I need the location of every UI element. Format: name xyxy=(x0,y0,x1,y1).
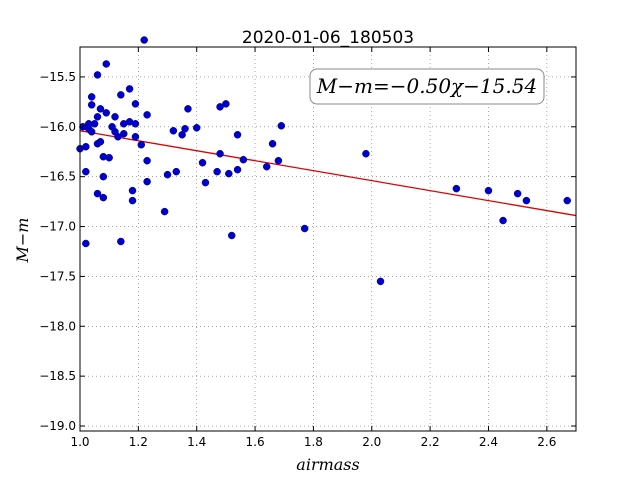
data-point xyxy=(513,189,522,198)
fit-annotation-box xyxy=(309,68,545,105)
data-point xyxy=(239,155,248,164)
data-point xyxy=(376,277,385,286)
data-point xyxy=(114,133,122,141)
y-tick-label: −16.5 xyxy=(39,170,76,184)
data-point xyxy=(143,156,151,165)
fit-line xyxy=(79,130,577,217)
y-tick-label: −17.0 xyxy=(39,220,76,234)
data-point xyxy=(143,111,151,119)
data-point xyxy=(99,172,108,181)
data-point xyxy=(128,186,137,195)
y-axis-label: M−m xyxy=(13,218,32,264)
data-point xyxy=(225,169,233,178)
x-tick-label: 2.4 xyxy=(479,435,498,449)
y-tick-labels: −15.5 −16.0 −16.5 −17.0 −17.5 −18.0 −18.5 −19.0 xyxy=(39,70,76,433)
data-point xyxy=(120,130,128,138)
x-tick-labels: 1.0 1.2 1.4 1.6 1.8 2.0 2.2 2.4 2.6 xyxy=(70,435,556,449)
data-point xyxy=(137,140,146,149)
data-point xyxy=(102,60,111,68)
data-point xyxy=(93,113,102,121)
data-point xyxy=(93,71,102,79)
x-tick-label: 1.2 xyxy=(129,435,148,449)
y-tick-label: −19.0 xyxy=(39,419,76,433)
data-point xyxy=(131,120,140,128)
data-point xyxy=(499,216,507,225)
data-point xyxy=(140,36,148,44)
data-point xyxy=(128,196,137,205)
x-tick-label: 1.8 xyxy=(304,435,323,449)
data-point xyxy=(216,103,224,111)
x-tick-label: 2.0 xyxy=(362,435,381,449)
x-tick-label: 1.4 xyxy=(187,435,206,449)
plot-area-frame xyxy=(79,46,577,432)
data-point xyxy=(222,100,230,108)
data-point xyxy=(105,153,113,162)
y-tick-label: −17.5 xyxy=(39,269,76,283)
y-gridlines xyxy=(80,76,576,427)
data-point xyxy=(143,177,151,186)
data-point xyxy=(131,133,140,141)
data-point xyxy=(216,149,224,158)
data-point xyxy=(160,207,169,216)
fit-equation-label: M−m=−0.50χ−15.54 xyxy=(316,74,537,98)
data-point xyxy=(87,93,96,101)
data-point xyxy=(213,167,221,176)
data-point xyxy=(522,196,531,205)
chart-title: 2020-01-06_180503 xyxy=(242,28,414,48)
data-point xyxy=(277,122,286,130)
data-point xyxy=(233,131,242,139)
fit-annotation: M−m=−0.50χ−15.54 xyxy=(309,68,545,105)
data-point xyxy=(362,149,370,158)
data-point xyxy=(201,178,210,187)
x-tick-label: 1.0 xyxy=(70,435,89,449)
data-point xyxy=(82,142,90,151)
data-point xyxy=(163,170,172,179)
data-point xyxy=(117,91,125,99)
data-point xyxy=(87,101,96,109)
data-point xyxy=(87,128,96,136)
data-point xyxy=(90,120,99,128)
x-gridlines xyxy=(79,47,548,431)
data-point xyxy=(184,105,192,113)
data-point xyxy=(274,156,283,165)
data-point xyxy=(102,109,111,117)
data-point xyxy=(268,139,277,148)
data-point xyxy=(484,186,493,195)
data-point xyxy=(181,125,189,133)
data-point xyxy=(198,158,207,167)
data-point xyxy=(96,138,105,146)
data-point xyxy=(131,100,140,108)
data-point xyxy=(178,131,186,139)
y-tick-label: −15.5 xyxy=(39,70,76,84)
data-point xyxy=(99,193,108,202)
x-tick-label: 1.6 xyxy=(246,435,265,449)
data-point xyxy=(452,184,461,193)
y-tick-label: −18.5 xyxy=(39,369,76,383)
data-point xyxy=(111,113,119,121)
data-points xyxy=(76,36,571,286)
data-point xyxy=(82,239,90,248)
axis-ticks xyxy=(79,47,576,431)
data-point xyxy=(262,162,271,171)
data-point xyxy=(172,167,181,176)
y-tick-label: −18.0 xyxy=(39,319,76,333)
data-point xyxy=(93,189,102,198)
data-point xyxy=(300,224,309,233)
data-point xyxy=(117,237,125,246)
x-axis-label: airmass xyxy=(296,455,359,474)
data-point xyxy=(233,165,242,174)
x-tick-label: 2.2 xyxy=(421,435,440,449)
data-point xyxy=(169,127,178,135)
data-point xyxy=(563,196,571,205)
data-point xyxy=(227,231,236,240)
data-point xyxy=(125,85,134,93)
data-point xyxy=(192,124,201,132)
y-tick-label: −16.0 xyxy=(39,120,76,134)
data-point xyxy=(82,167,90,176)
x-tick-label: 2.6 xyxy=(537,435,556,449)
data-point xyxy=(96,105,105,113)
